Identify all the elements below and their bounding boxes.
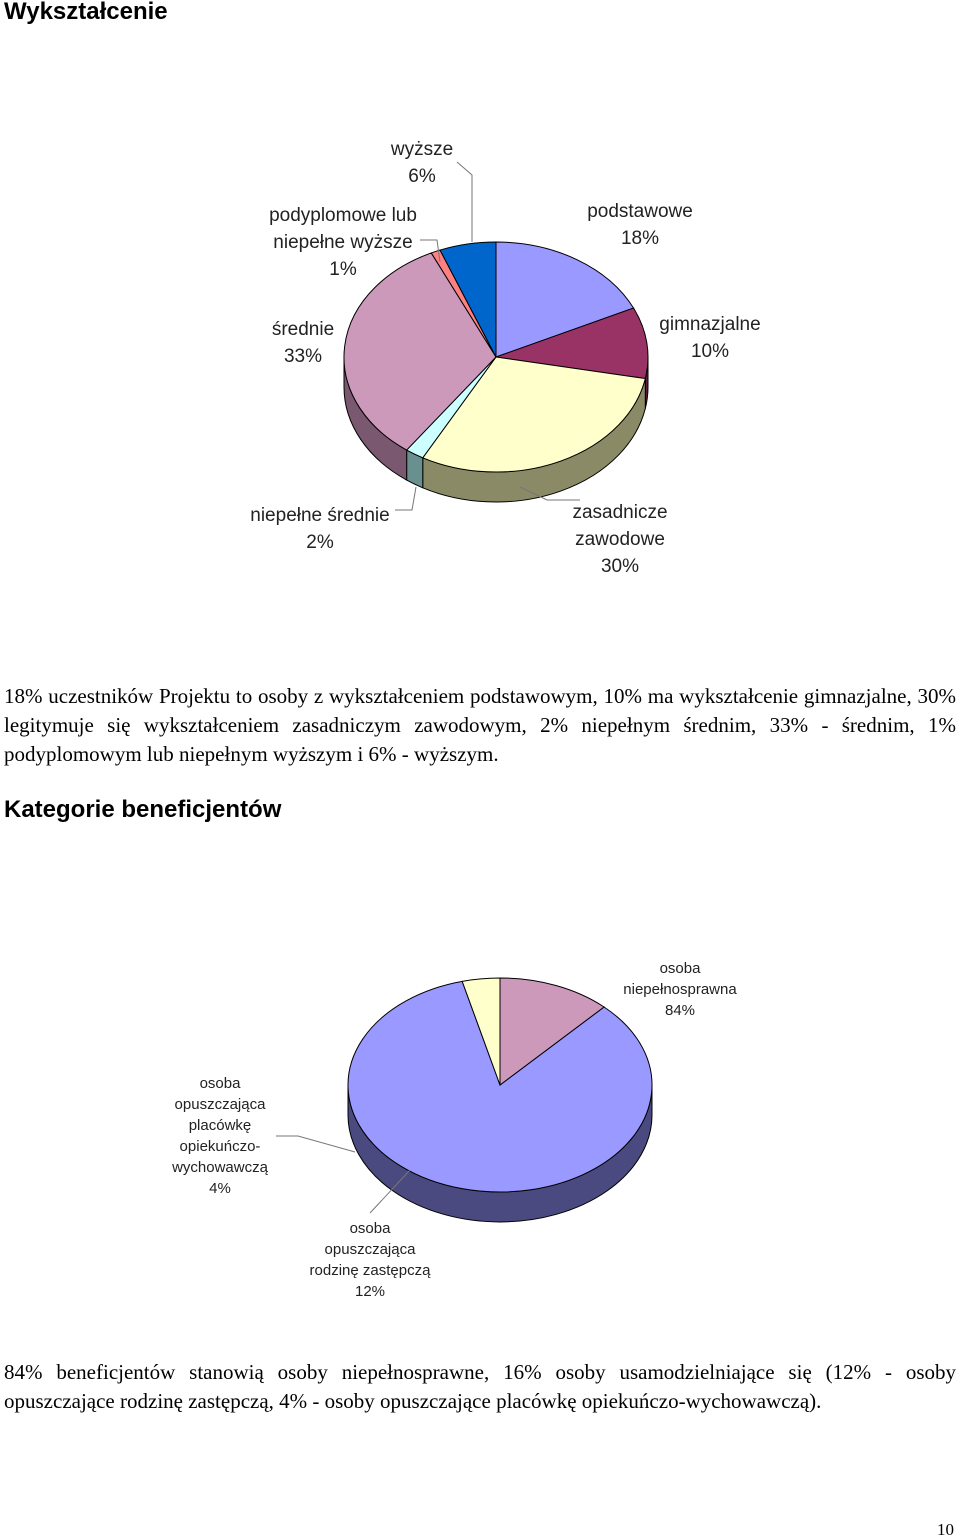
beneficiaries-summary-paragraph: 84% beneficjentów stanowią osoby niepełn… — [4, 1360, 956, 1413]
pie-slice-wyz-sze — [439, 241, 497, 358]
pie-slice-s-rednie — [343, 252, 497, 451]
pie-slice-zasadnicze-zawodowe — [421, 356, 646, 473]
slice-label-osoba-niepe-nosprawna: osoba niepełnosprawna 84% — [623, 960, 737, 1019]
pie-slice-gimnazjalne — [495, 307, 649, 380]
slice-label-s-rednie: średnie 33% — [271, 319, 335, 367]
section-heading-beneficiaries: Kategorie beneficjentów — [4, 796, 282, 823]
education-summary-paragraph: 18% uczestników Projektu to osoby z wyks… — [4, 684, 956, 766]
leader-line-osoba-opuszczaja-ca-placo-wke-opiekun-czo-wychowawcza — [276, 1135, 356, 1153]
section-heading-education: Wykształcenie — [4, 0, 168, 25]
slice-label-gimnazjalne: gimnazjalne 10% — [659, 314, 761, 362]
pie-slice-osoba-opuszczaja-ca-rodzine-zaste-pcza — [499, 977, 605, 1086]
slice-label-osoba-opuszczaja-ca-rodzine-zaste-pcza: osoba opuszczająca rodzinę zastępczą 12% — [309, 1220, 431, 1300]
leader-line-wyz-sze — [456, 161, 473, 242]
page-number: 10 — [937, 1520, 954, 1539]
leader-line-niepe-ne-s-rednie — [395, 486, 417, 511]
slice-label-niepe-ne-s-rednie: niepełne średnie 2% — [250, 505, 390, 553]
slice-label-zasadnicze-zawodowe: zasadnicze zawodowe 30% — [572, 502, 668, 577]
leader-line-zasadnicze-zawodowe — [519, 486, 580, 501]
pie-slice-osoba-opuszczaja-ca-placo-wke-opiekun-czo-wychowawcza — [461, 977, 501, 1086]
slice-label-osoba-opuszczaja-ca-placo-wke-opiekun-czo-wychowawcza: osoba opuszczająca placówkę opiekuńczo- … — [172, 1075, 268, 1197]
pie-slice-podstawowe — [495, 241, 635, 358]
pie-slice-osoba-niepe-nosprawna — [347, 980, 653, 1193]
slice-label-podyplomowe-lub-niepe-ne-wyz-sze: podyplomowe lub niepełne wyższe 1% — [269, 205, 417, 280]
leader-line-podyplomowe-lub-niepe-ne-wyz-sze — [420, 239, 441, 263]
slice-label-wyz-sze: wyższe 6% — [390, 139, 454, 187]
leader-line-osoba-opuszczaja-ca-rodzine-zaste-pcza — [369, 1169, 411, 1214]
education-pie-chart — [343, 161, 649, 511]
slice-label-podstawowe: podstawowe 18% — [587, 201, 693, 249]
